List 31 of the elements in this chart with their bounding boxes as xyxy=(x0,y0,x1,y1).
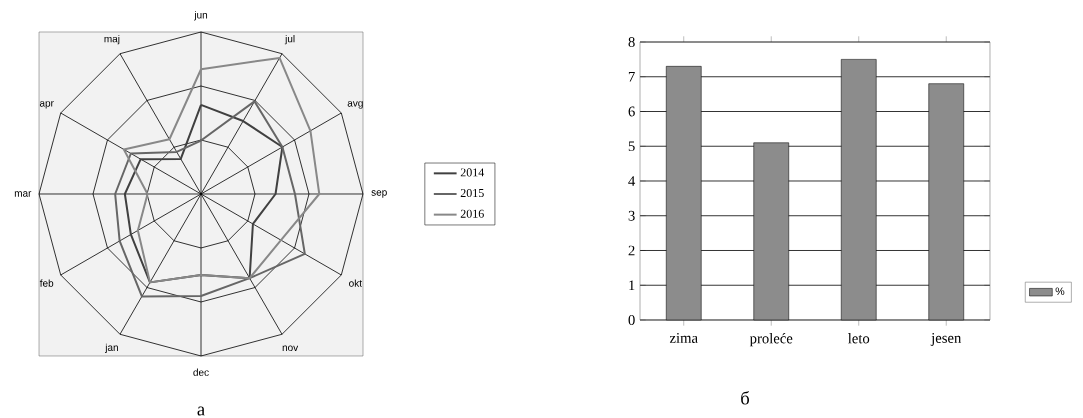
spoke-label: avg xyxy=(347,101,363,109)
spoke-label: okt xyxy=(349,279,362,287)
y-tick-label: 5 xyxy=(628,141,635,152)
x-tick-label: zima xyxy=(669,333,698,343)
text: б xyxy=(741,391,750,405)
spoke-label: jul xyxy=(284,35,295,45)
legend-label: 2014 xyxy=(460,168,485,177)
spoke-label: jun xyxy=(194,11,208,21)
legend-label: % xyxy=(1055,287,1065,295)
spoke-label: mar xyxy=(14,191,32,197)
text: a xyxy=(197,406,205,416)
x-tick-label: proleće xyxy=(749,333,793,347)
spoke-label: apr xyxy=(39,101,54,109)
spoke-label: feb xyxy=(39,279,54,287)
y-tick-label: 7 xyxy=(628,71,635,82)
y-tick-label: 0 xyxy=(628,315,635,325)
x-tick-label: leto xyxy=(848,333,870,344)
spoke-label: maj xyxy=(104,35,120,45)
spoke-label: sep xyxy=(371,190,387,198)
y-tick-label: 2 xyxy=(628,245,635,256)
x-tick-label: jesen xyxy=(930,333,962,346)
y-tick-label: 3 xyxy=(628,210,635,221)
y-tick-label: 6 xyxy=(628,106,635,117)
y-tick-label: 8 xyxy=(628,37,635,47)
spoke-label: dec xyxy=(193,368,209,376)
y-tick-label: 4 xyxy=(628,176,636,186)
legend-label: 2015 xyxy=(460,188,484,198)
spoke-label: jan xyxy=(104,343,118,353)
spoke-label: nov xyxy=(282,345,299,352)
legend-label: 2016 xyxy=(460,209,484,218)
y-tick-label: 1 xyxy=(629,280,635,291)
